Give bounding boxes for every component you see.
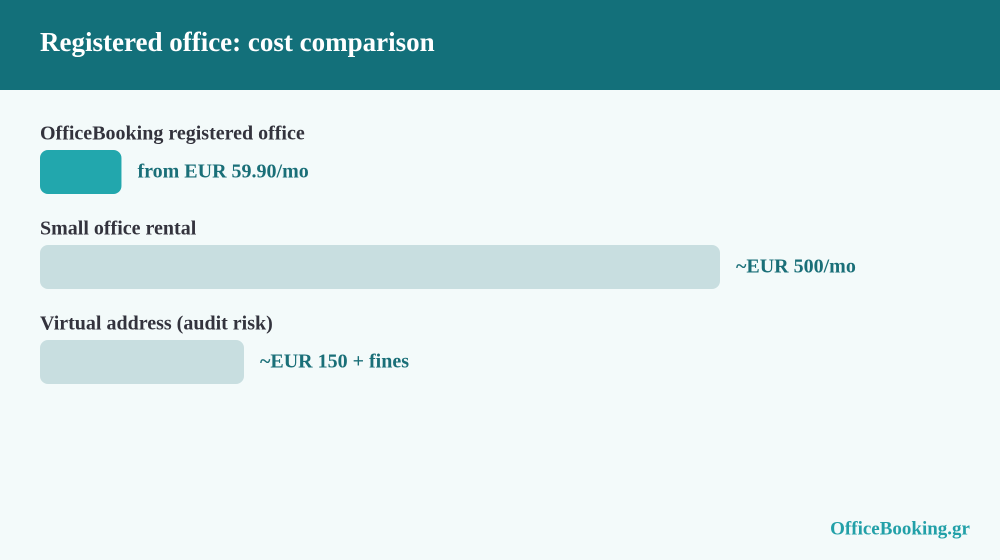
bar [40, 340, 244, 384]
chart-title: Registered office: cost comparison [40, 27, 435, 57]
value-label: ~EUR 150 + fines [260, 351, 409, 373]
value-label: ~EUR 500/mo [736, 256, 856, 278]
bar [40, 150, 122, 194]
bar [40, 245, 720, 289]
value-label: from EUR 59.90/mo [137, 161, 308, 183]
category-label: OfficeBooking registered office [40, 123, 305, 145]
footer-brand: OfficeBooking.gr [830, 518, 970, 539]
header-bar [0, 0, 1000, 90]
category-label: Small office rental [40, 218, 197, 240]
category-label: Virtual address (audit risk) [40, 313, 273, 335]
